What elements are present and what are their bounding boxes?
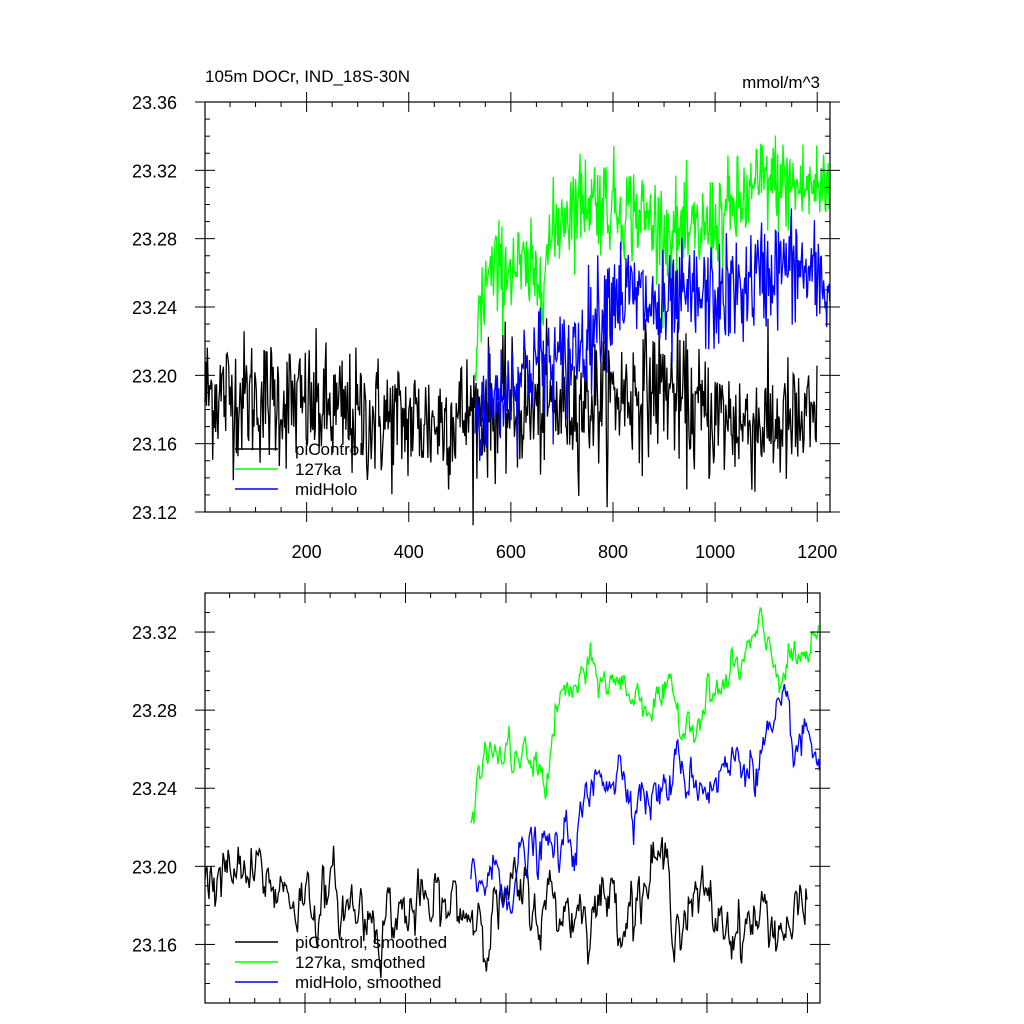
x-tick-label: 1000: [695, 542, 735, 562]
y-tick-label: 23.16: [132, 935, 177, 955]
bottom-panel: 23.16 23.20 23.24 23.28 23.32 piControl, smoo…: [132, 583, 830, 1013]
y-tick-label: 23.12: [132, 503, 177, 523]
x-tick-label: 200: [292, 542, 322, 562]
y-tick-label: 23.28: [132, 701, 177, 721]
y-tick-label: 23.36: [132, 93, 177, 113]
x-tick-label: 400: [394, 542, 424, 562]
legend-label: 127ka, smoothed: [295, 953, 425, 972]
chart-title: 105m DOCr, IND_18S-30N: [205, 67, 410, 86]
y-tick-label: 23.32: [132, 161, 177, 181]
x-tick-label: 600: [496, 542, 526, 562]
legend-label: midHolo, smoothed: [295, 973, 441, 992]
series-line-127ka-smoothed: [470, 606, 820, 824]
series-line-127ka: [474, 135, 831, 381]
legend-label: 127ka: [295, 460, 342, 479]
units-label: mmol/m^3: [742, 73, 820, 92]
y-tick-label: 23.32: [132, 623, 177, 643]
plot-frame: [204, 592, 821, 1004]
series-line-midholo-smoothed: [470, 683, 821, 914]
x-tick-label: 1200: [797, 542, 837, 562]
x-tick-label: 800: [598, 542, 628, 562]
y-tick-label: 23.20: [132, 857, 177, 877]
series-line-midholo: [474, 208, 831, 462]
y-tick-label: 23.24: [132, 779, 177, 799]
y-tick-label: 23.28: [132, 230, 177, 250]
legend-label: midHolo: [295, 480, 357, 499]
y-tick-label: 23.20: [132, 366, 177, 386]
legend-label: piControl, smoothed: [295, 933, 447, 952]
y-tick-label: 23.16: [132, 435, 177, 455]
top-panel: 105m DOCr, IND_18S-30N mmol/m^3 200 400 60…: [132, 67, 840, 562]
y-tick-label: 23.24: [132, 298, 177, 318]
legend-label: piControl: [295, 440, 363, 459]
